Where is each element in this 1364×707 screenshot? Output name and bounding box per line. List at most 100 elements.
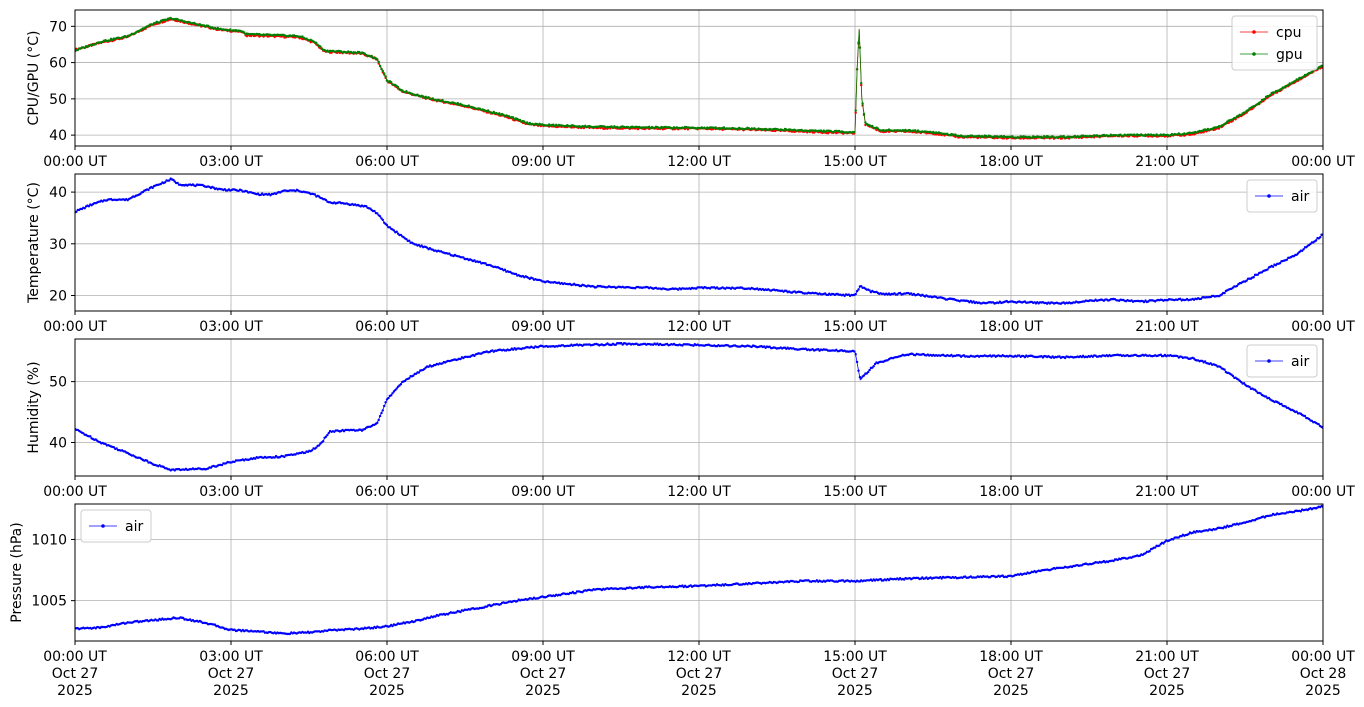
data-point bbox=[1240, 113, 1243, 117]
data-point bbox=[456, 101, 459, 105]
data-point bbox=[324, 435, 328, 438]
data-point bbox=[1266, 268, 1269, 271]
data-point bbox=[358, 50, 361, 54]
x-tick-label: 15:00 UT bbox=[823, 484, 887, 500]
data-point bbox=[381, 69, 384, 73]
y-tick-label: 40 bbox=[49, 185, 67, 201]
data-point bbox=[940, 577, 943, 580]
data-point bbox=[1246, 109, 1250, 112]
x-tick-label: 12:00 UT bbox=[667, 319, 731, 335]
y-tick-label: 30 bbox=[49, 237, 67, 253]
x-tick-label: 03:00 UT bbox=[199, 319, 263, 335]
series-markers-air bbox=[75, 342, 1323, 472]
data-point bbox=[376, 421, 379, 424]
data-point bbox=[315, 446, 318, 449]
data-point bbox=[1299, 510, 1303, 513]
data-point bbox=[87, 205, 91, 208]
data-point bbox=[172, 178, 175, 182]
x-tick-label: 03:00 UT bbox=[199, 484, 263, 500]
x-tick-label: 00:00 UT bbox=[43, 484, 107, 500]
data-point bbox=[1223, 291, 1226, 295]
data-point bbox=[862, 374, 866, 377]
data-point bbox=[1256, 273, 1260, 276]
data-point bbox=[853, 130, 856, 134]
x-tick-label: 18:00 UT bbox=[979, 484, 1043, 500]
data-point bbox=[1231, 374, 1235, 378]
data-point bbox=[390, 394, 393, 397]
data-point bbox=[377, 60, 380, 63]
data-point bbox=[391, 392, 394, 395]
data-point bbox=[408, 377, 411, 380]
data-point bbox=[395, 230, 398, 233]
data-point bbox=[403, 379, 407, 383]
data-point bbox=[1259, 392, 1262, 395]
x-tick-label: 00:00 UT bbox=[43, 319, 107, 335]
data-point bbox=[394, 388, 397, 392]
data-point bbox=[768, 345, 771, 348]
series-markers-air bbox=[75, 177, 1323, 305]
data-point bbox=[1295, 410, 1298, 413]
data-point bbox=[1172, 538, 1175, 541]
data-point bbox=[1271, 265, 1275, 268]
data-point bbox=[408, 239, 411, 242]
data-point bbox=[873, 362, 877, 366]
data-point bbox=[1112, 559, 1115, 563]
data-point bbox=[1223, 368, 1226, 371]
x-tick-label: 21:00 UT bbox=[1135, 319, 1199, 335]
data-point bbox=[373, 209, 376, 213]
data-point bbox=[158, 21, 161, 24]
x-tick-label: 06:00 UT bbox=[355, 154, 419, 170]
data-point bbox=[1280, 402, 1283, 406]
data-point bbox=[376, 212, 379, 215]
legend: air bbox=[1246, 179, 1318, 213]
data-point bbox=[378, 215, 382, 218]
legend-label-air: air bbox=[1291, 189, 1309, 205]
data-point bbox=[326, 433, 329, 437]
data-point bbox=[611, 126, 615, 129]
data-point bbox=[1041, 136, 1045, 139]
data-point bbox=[862, 112, 866, 116]
data-point bbox=[972, 300, 975, 303]
data-point bbox=[1302, 75, 1305, 78]
data-point bbox=[376, 58, 379, 61]
data-point bbox=[371, 627, 375, 630]
x-tick-label: 21:00 UT bbox=[1135, 484, 1199, 500]
data-point bbox=[484, 262, 487, 265]
legend-marker-air bbox=[101, 524, 105, 528]
data-point bbox=[503, 268, 507, 271]
data-point bbox=[512, 116, 515, 119]
data-point bbox=[857, 369, 860, 372]
data-point bbox=[390, 81, 393, 84]
data-point bbox=[383, 404, 386, 408]
data-point bbox=[855, 360, 859, 364]
data-point bbox=[843, 294, 846, 298]
x-tick-label: 09:00 UT bbox=[511, 484, 575, 500]
data-point bbox=[867, 370, 870, 374]
data-point bbox=[1179, 297, 1182, 300]
x-tick-label: 00:00 UT bbox=[1291, 319, 1355, 335]
data-point bbox=[380, 411, 383, 415]
data-point bbox=[273, 456, 276, 459]
legend-label-cpu: cpu bbox=[1276, 25, 1301, 41]
legend-marker-air bbox=[1267, 194, 1271, 198]
data-point bbox=[1144, 552, 1147, 555]
data-point bbox=[220, 463, 224, 467]
data-point bbox=[860, 377, 863, 380]
data-point bbox=[1294, 79, 1297, 83]
x-tick-label: 09:00 UT Oct 27 2025 bbox=[511, 649, 575, 699]
data-point bbox=[903, 578, 906, 581]
data-point bbox=[1263, 97, 1267, 101]
data-point bbox=[1317, 423, 1321, 426]
data-point bbox=[412, 374, 415, 377]
x-tick-label: 00:00 UT bbox=[1291, 154, 1355, 170]
data-point bbox=[969, 299, 972, 303]
data-point bbox=[1199, 297, 1203, 301]
data-point bbox=[1252, 276, 1255, 279]
y-axis-label: Humidity (%) bbox=[26, 361, 42, 453]
y-tick-label: 1010 bbox=[31, 532, 67, 548]
y-tick-label: 40 bbox=[49, 128, 67, 144]
data-point bbox=[182, 616, 185, 620]
data-point bbox=[857, 41, 860, 44]
x-tick-label: 12:00 UT Oct 27 2025 bbox=[667, 649, 731, 699]
data-point bbox=[1301, 249, 1304, 252]
